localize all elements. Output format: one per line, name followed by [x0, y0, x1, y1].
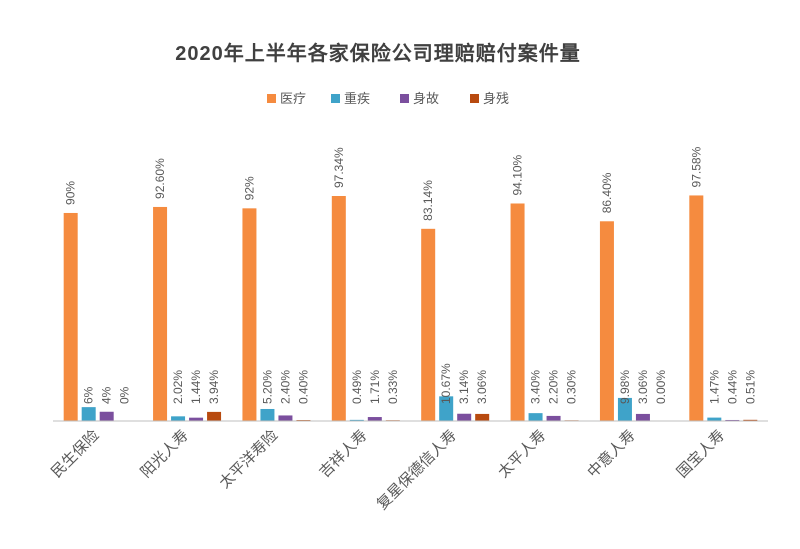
- bar-5-2: [546, 415, 561, 421]
- bar-1-2: [189, 417, 204, 421]
- data-label-4-3: 3.06%: [475, 370, 489, 404]
- chart-title: 2020年上半年各家保险公司理赔赔付案件量: [175, 41, 581, 65]
- data-label-2-2: 2.40%: [278, 370, 292, 404]
- category-label-3: 吉祥人寿: [316, 427, 370, 481]
- bar-1-0: [153, 206, 168, 421]
- legend-label-0: 医疗: [280, 91, 306, 106]
- bar-5-1: [528, 413, 543, 421]
- data-label-7-3: 0.51%: [743, 370, 757, 404]
- bar-2-2: [278, 415, 293, 421]
- data-label-5-3: 0.30%: [565, 370, 579, 404]
- data-label-7-2: 0.44%: [725, 370, 739, 404]
- data-label-3-2: 1.71%: [368, 370, 382, 404]
- data-label-3-3: 0.33%: [386, 370, 400, 404]
- data-label-4-0: 83.14%: [421, 180, 435, 221]
- legend-swatch-2: [400, 94, 409, 103]
- data-label-1-0: 92.60%: [153, 158, 167, 199]
- value-labels-group: 90% 6% 4% 0% 92.60% 2.02% 1.44% 3.94% 92% 5.20% 2.…: [64, 146, 758, 404]
- category-label-4: 复星保德信人寿: [373, 426, 460, 513]
- data-label-6-0: 86.40%: [600, 172, 614, 213]
- bar-0-1: [81, 407, 96, 421]
- data-label-4-1: 10.67%: [439, 363, 453, 404]
- data-label-4-2: 3.14%: [457, 370, 471, 404]
- category-label-5: 太平人寿: [495, 427, 549, 481]
- data-label-1-2: 1.44%: [189, 370, 203, 404]
- bar-6-0: [599, 221, 614, 421]
- data-label-3-0: 97.34%: [332, 147, 346, 188]
- data-label-7-0: 97.58%: [689, 146, 703, 187]
- category-labels-group: 民生保险 阳光人寿 太平洋寿险 吉祥人寿 复星保德信人寿 太平人寿 中意人寿 国宝人寿: [48, 426, 728, 513]
- data-label-5-2: 2.20%: [547, 370, 561, 404]
- bar-6-2: [635, 413, 650, 421]
- data-label-2-0: 92%: [242, 176, 256, 200]
- data-label-6-2: 3.06%: [636, 370, 650, 404]
- bar-2-1: [260, 408, 275, 421]
- data-label-2-1: 5.20%: [260, 370, 274, 404]
- data-label-3-1: 0.49%: [350, 370, 364, 404]
- category-label-6: 中意人寿: [584, 426, 639, 481]
- data-label-0-3: 0%: [118, 386, 132, 404]
- data-label-2-3: 0.40%: [296, 370, 310, 404]
- legend-label-2: 身故: [413, 91, 439, 106]
- data-label-1-1: 2.02%: [171, 370, 185, 404]
- bar-4-3: [475, 413, 490, 421]
- legend-swatch-0: [267, 94, 276, 103]
- bar-6-1: [617, 397, 632, 421]
- data-label-6-3: 0.00%: [654, 370, 668, 404]
- bar-5-0: [510, 203, 525, 421]
- bar-2-0: [242, 208, 257, 421]
- bar-7-0: [689, 195, 704, 421]
- legend-label-1: 重疾: [344, 91, 370, 106]
- bars-group: [63, 195, 758, 421]
- category-label-2: 太平洋寿险: [216, 427, 281, 492]
- data-label-0-1: 6%: [82, 386, 96, 404]
- bar-3-1: [349, 419, 364, 421]
- category-label-7: 国宝人寿: [674, 427, 728, 481]
- bar-7-1: [707, 417, 722, 421]
- data-label-1-3: 3.94%: [207, 370, 221, 404]
- bar-1-3: [207, 411, 222, 421]
- bar-4-1: [439, 396, 454, 421]
- legend-label-3: 身残: [483, 91, 509, 106]
- bar-1-1: [171, 416, 186, 421]
- data-label-0-2: 4%: [100, 386, 114, 404]
- category-label-0: 民生保险: [48, 427, 102, 481]
- bar-7-2: [725, 419, 740, 421]
- data-label-5-1: 3.40%: [529, 370, 543, 404]
- bar-4-0: [421, 228, 436, 421]
- bar-0-2: [99, 411, 114, 421]
- data-label-7-1: 1.47%: [707, 370, 721, 404]
- bar-7-3: [743, 419, 758, 421]
- category-label-1: 阳光人寿: [137, 427, 191, 481]
- bar-3-0: [331, 196, 346, 421]
- legend-swatch-1: [331, 94, 340, 103]
- chart-legend: 医疗 重疾 身故 身残: [267, 91, 509, 106]
- data-label-6-1: 9.98%: [618, 370, 632, 404]
- legend-swatch-3: [470, 94, 479, 103]
- data-label-5-0: 94.10%: [511, 154, 525, 195]
- bar-3-2: [367, 417, 382, 421]
- bar-0-0: [63, 212, 78, 421]
- bar-4-2: [457, 413, 472, 421]
- data-label-0-0: 90%: [64, 181, 78, 205]
